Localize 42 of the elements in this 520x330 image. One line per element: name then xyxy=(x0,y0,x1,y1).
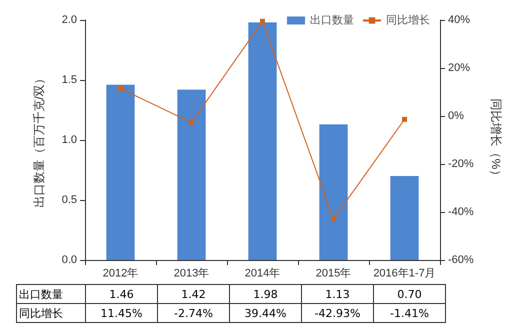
y2-tick-label: -20% xyxy=(448,158,474,170)
data-label: 39.44% xyxy=(230,304,302,322)
y-axis-title: 出口数量（百万千克/双） xyxy=(32,72,46,208)
x-tick-label: 2013年 xyxy=(174,268,210,280)
y2-tick-label: 40% xyxy=(448,14,470,26)
data-label: 1.46 xyxy=(86,284,158,304)
y-tick-label: 1.5 xyxy=(62,74,77,86)
data-label: 1.13 xyxy=(302,284,374,304)
x-tick-label: 2012年 xyxy=(102,268,138,280)
point xyxy=(331,216,336,222)
bar xyxy=(319,124,348,260)
x-tick-label: 2014年 xyxy=(244,268,280,280)
data-label: 0.70 xyxy=(374,284,446,304)
bar xyxy=(248,22,277,260)
x-tick-label: 2015年 xyxy=(316,268,352,280)
legend-label: 出口数量 xyxy=(310,14,354,26)
point xyxy=(118,86,123,92)
y-tick-label: 2.0 xyxy=(62,14,77,26)
y-tick-label: 0.5 xyxy=(62,194,77,206)
data-label: 11.45% xyxy=(86,304,158,322)
data-label: -1.41% xyxy=(374,304,446,322)
data-label: -42.93% xyxy=(302,304,374,322)
text: 出口数量 xyxy=(19,288,63,300)
data-label: 1.98 xyxy=(230,284,302,304)
legend-label: 同比增长 xyxy=(386,14,430,26)
y2-tick-label: -40% xyxy=(448,206,474,218)
y-tick-label: 0.0 xyxy=(62,254,77,266)
data-label: -2.74% xyxy=(158,304,230,322)
y2-tick-label: 0% xyxy=(448,110,464,122)
x-tick-label: 2016年1-7月 xyxy=(373,268,436,280)
y2-tick-label: 20% xyxy=(448,62,470,74)
data-label: 1.42 xyxy=(158,284,230,304)
bar xyxy=(390,176,419,260)
point xyxy=(260,18,265,24)
bar xyxy=(177,90,206,260)
y-tick-label: 1.0 xyxy=(62,134,77,146)
point xyxy=(402,116,407,122)
text: 同比增长 xyxy=(19,306,63,320)
y2-tick-label: -60% xyxy=(448,254,474,266)
point xyxy=(189,120,194,126)
y2-axis-title: 同比增长（%） xyxy=(489,98,503,182)
bar xyxy=(106,84,135,260)
